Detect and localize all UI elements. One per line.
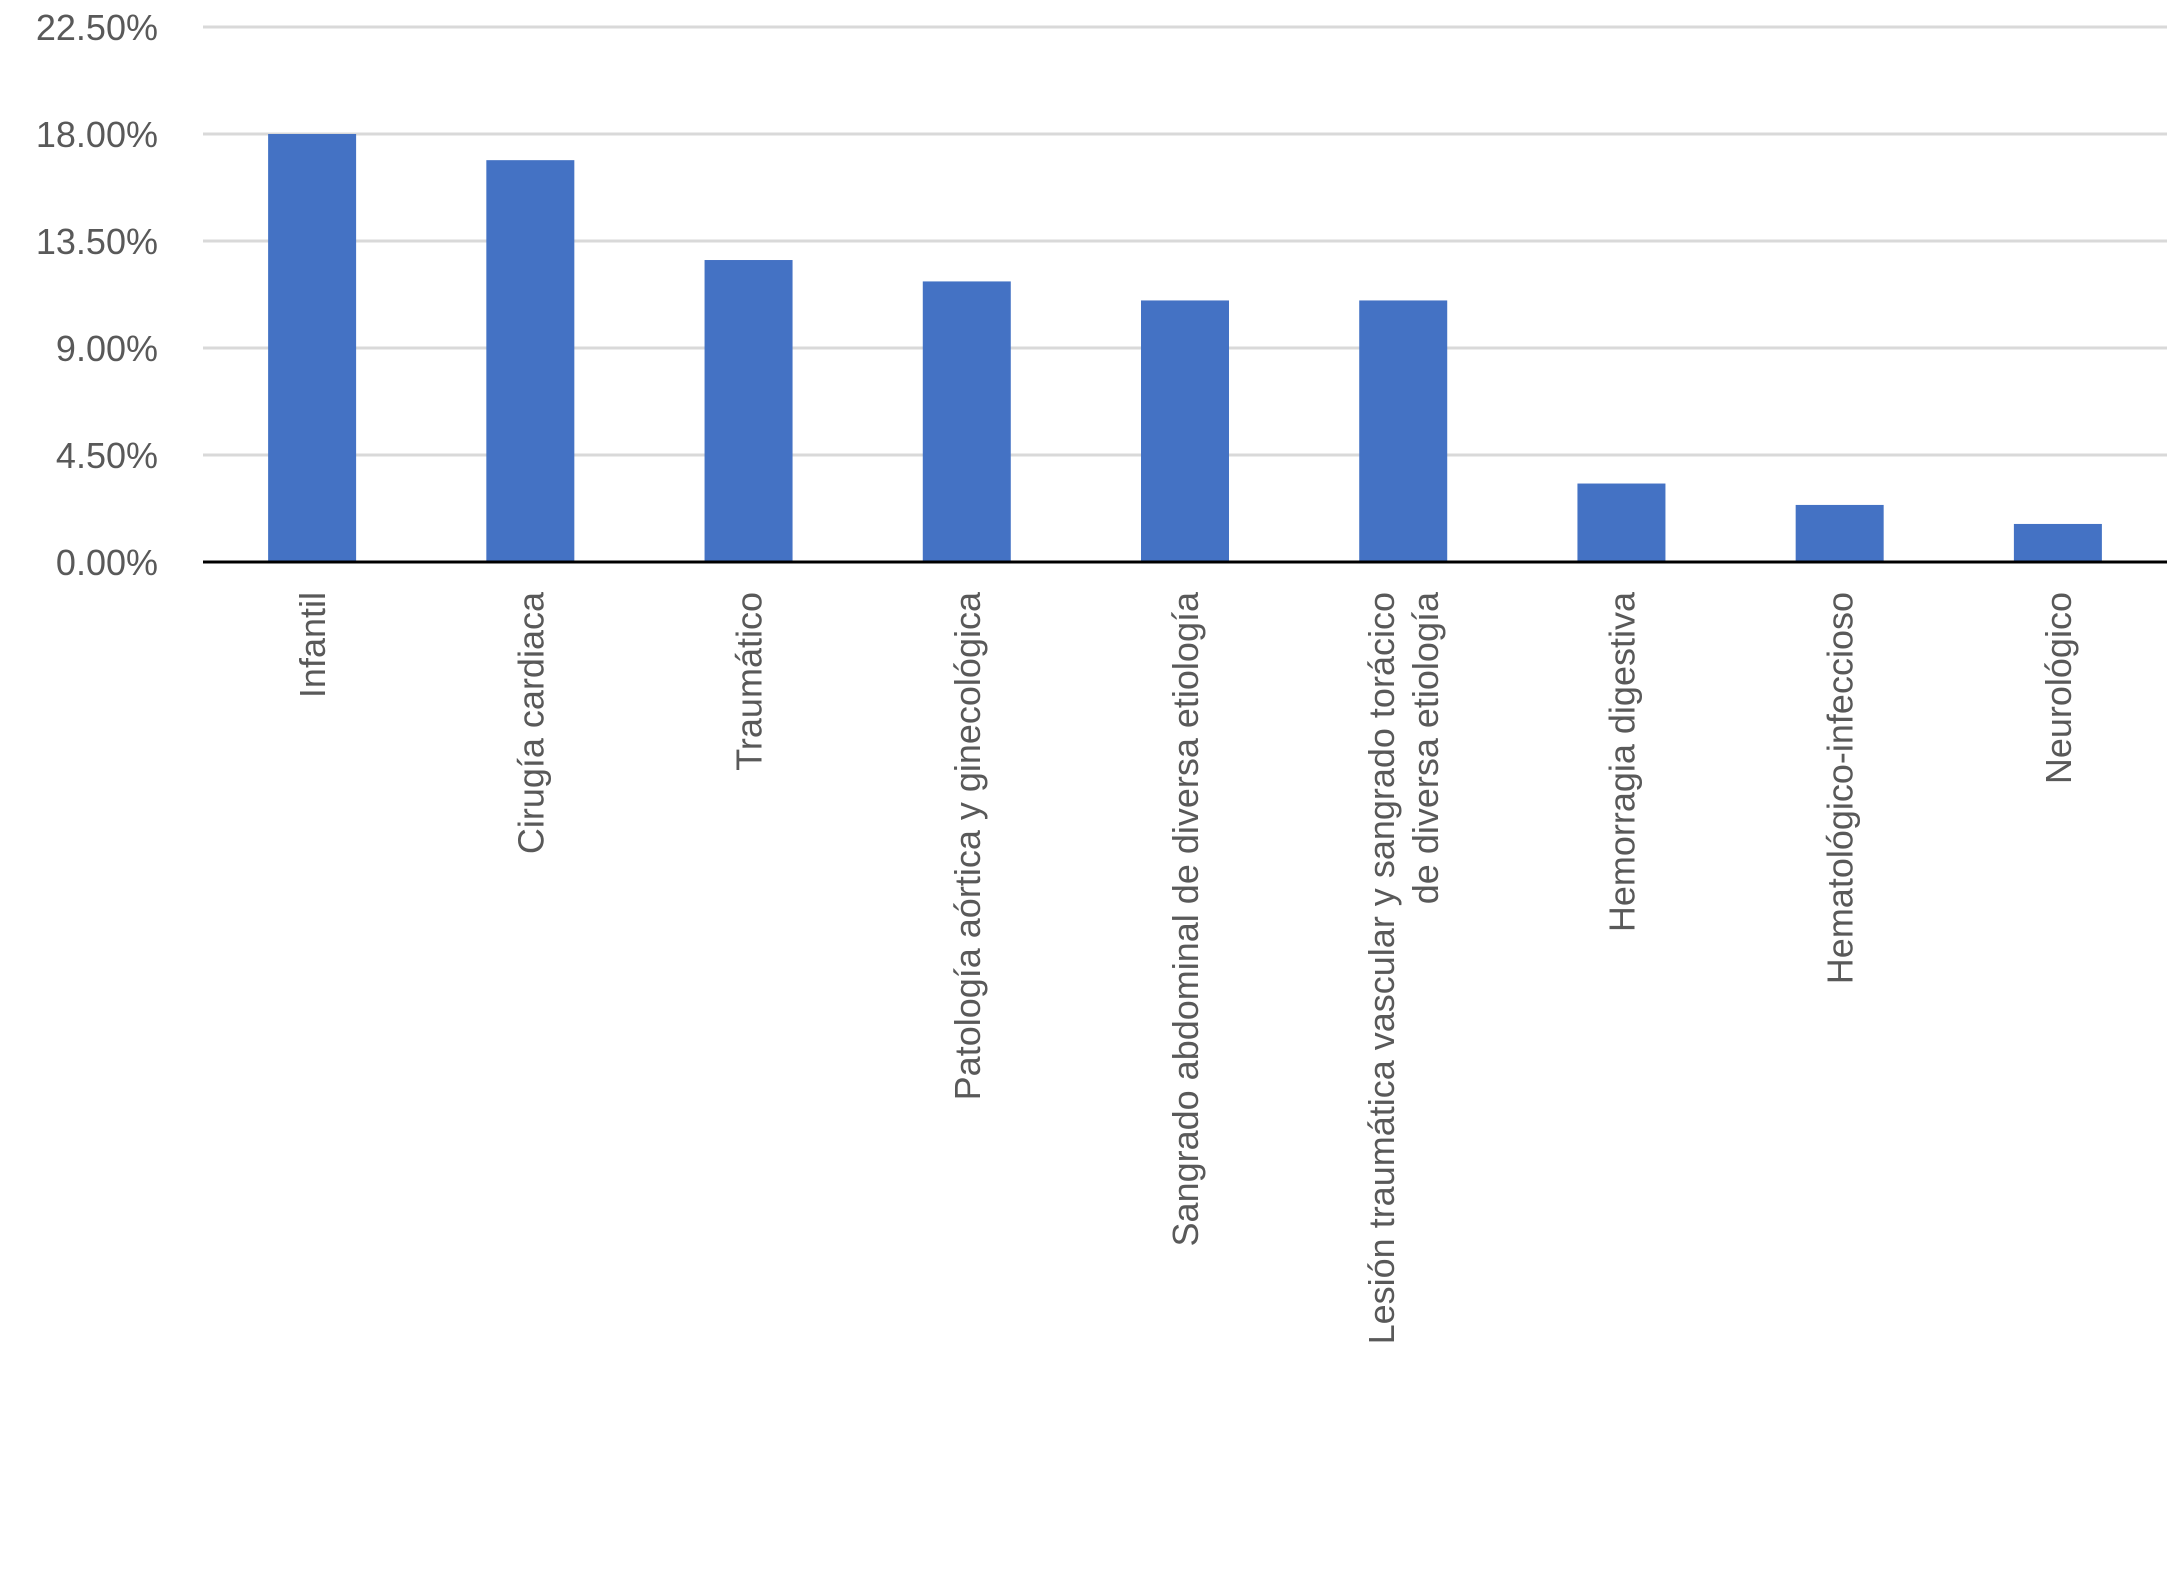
bars [268, 134, 2102, 562]
x-category-label-line: Cirugía cardiaca [510, 591, 551, 854]
x-category-label-line: Hematológico-infeccioso [1820, 592, 1861, 984]
bar [1577, 483, 1666, 562]
x-category-label: Hemorragia digestiva [1601, 591, 1642, 932]
y-tick-label: 13.50% [36, 221, 158, 262]
y-tick-label: 4.50% [56, 435, 158, 476]
x-category-label: Hematológico-infeccioso [1820, 592, 1861, 984]
x-category-label: Patología aórtica y ginecológica [947, 591, 988, 1100]
y-tick-label: 9.00% [56, 328, 158, 369]
y-tick-label: 22.50% [36, 7, 158, 48]
x-category-label-line: Lesión traumática vascular y sangrado to… [1361, 592, 1402, 1344]
y-tick-label: 18.00% [36, 114, 158, 155]
x-category-label: Neurológico [2038, 592, 2079, 784]
y-axis-tick-labels: 0.00% 4.50% 9.00% 13.50% 18.00% 22.50% [36, 7, 158, 583]
x-category-label-line: Hemorragia digestiva [1601, 591, 1642, 932]
x-category-label-line: Patología aórtica y ginecológica [947, 591, 988, 1100]
x-category-label: Infantil [292, 592, 333, 698]
bar [268, 134, 357, 562]
x-category-label-line: Infantil [292, 592, 333, 698]
x-category-label: Lesión traumática vascular y sangrado to… [1361, 591, 1446, 1344]
x-axis-category-labels: Infantil Cirugía cardiaca Traumático Patolo… [292, 591, 2079, 1344]
bar [704, 260, 793, 562]
bar [922, 281, 1011, 562]
x-category-label-line: de diversa etiología [1405, 591, 1446, 904]
bar [1141, 300, 1229, 562]
bar [1359, 300, 1448, 562]
y-tick-label: 0.00% [56, 542, 158, 583]
x-category-label: Cirugía cardiaca [510, 591, 551, 854]
bar [2013, 523, 2102, 562]
x-category-label: Traumático [729, 592, 770, 771]
x-category-label-line: Traumático [729, 592, 770, 771]
x-category-label-line: Neurológico [2038, 592, 2079, 784]
x-category-label: Sangrado abdominal de diversa etiología [1165, 591, 1206, 1246]
bar [1795, 504, 1884, 562]
bar [486, 160, 575, 562]
x-category-label-line: Sangrado abdominal de diversa etiología [1165, 591, 1206, 1246]
